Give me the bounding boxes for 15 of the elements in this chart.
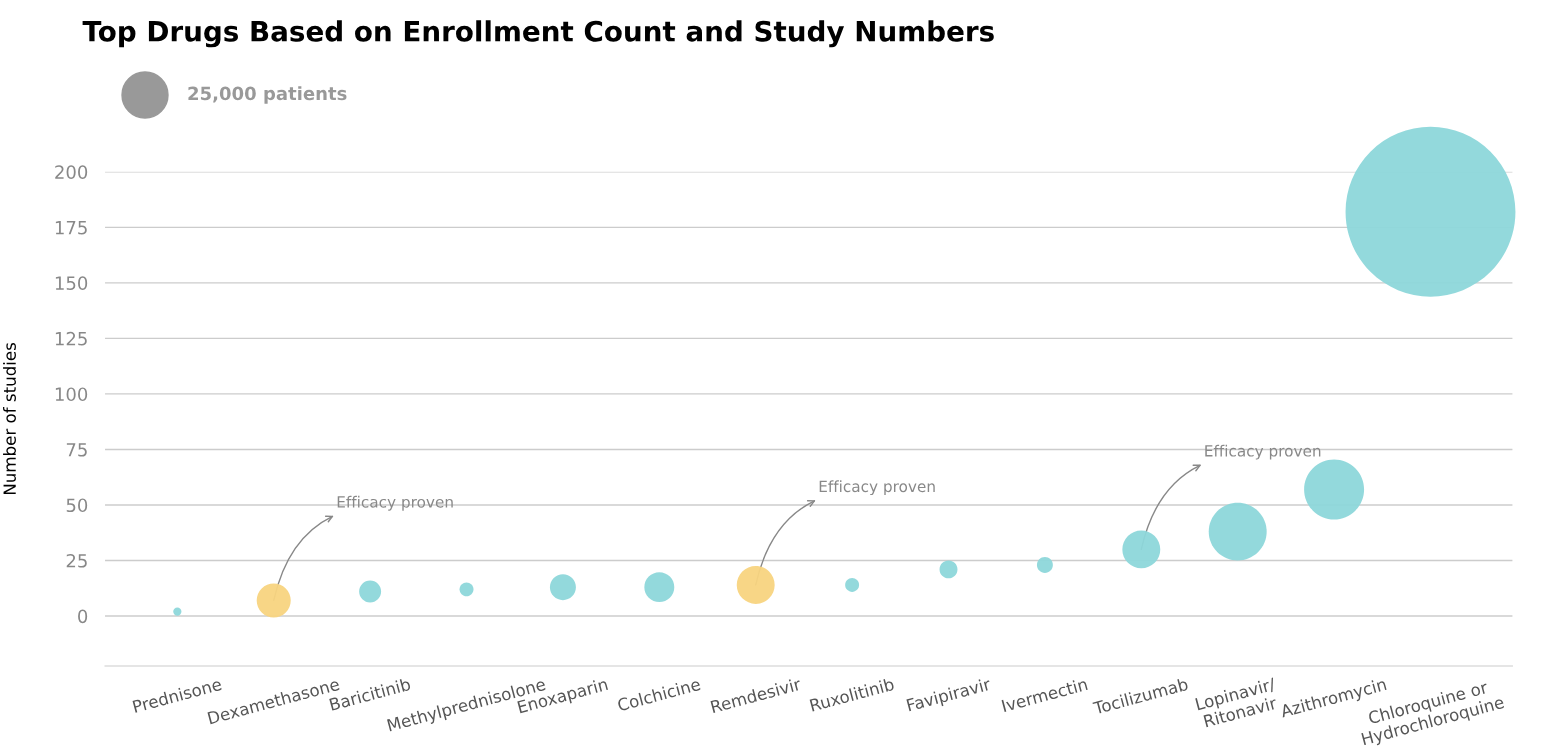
annotation: Efficacy proven bbox=[1205, 444, 1321, 460]
y-tick-label: 0 bbox=[78, 609, 88, 624]
legend-label: 25,000 patients bbox=[188, 86, 347, 104]
y-tick-label: 25 bbox=[66, 553, 87, 568]
y-tick-label: 100 bbox=[55, 387, 88, 402]
chart-title: Top Drugs Based on Enrollment Count and Study Numbers bbox=[82, 20, 994, 48]
y-tick-label: 125 bbox=[55, 331, 87, 346]
y-axis-title: Number of studies bbox=[3, 342, 16, 495]
y-tick-label: 75 bbox=[66, 443, 87, 457]
y-tick-label: 200 bbox=[55, 165, 88, 179]
y-tick-label: 175 bbox=[55, 221, 87, 235]
annotation: Efficacy proven bbox=[337, 495, 453, 511]
y-tick-label: 150 bbox=[55, 276, 88, 290]
annotation: Efficacy proven bbox=[819, 480, 935, 496]
y-tick-label: 50 bbox=[66, 498, 88, 513]
